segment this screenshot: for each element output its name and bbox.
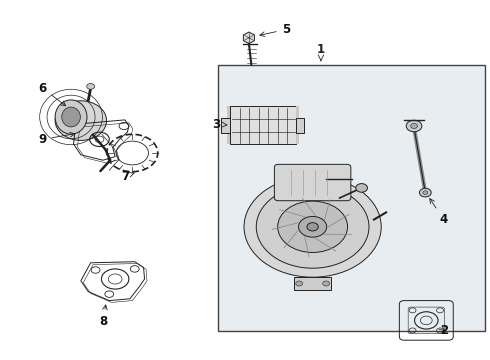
Ellipse shape — [55, 101, 107, 140]
Bar — [294, 277, 331, 290]
Text: 9: 9 — [38, 132, 75, 146]
Text: 6: 6 — [38, 82, 66, 106]
Circle shape — [406, 120, 422, 132]
Text: 4: 4 — [430, 199, 448, 226]
Circle shape — [423, 191, 428, 194]
Text: 2: 2 — [439, 324, 448, 337]
Circle shape — [298, 216, 327, 237]
Circle shape — [296, 281, 303, 286]
Circle shape — [411, 123, 417, 129]
Bar — [296, 118, 304, 133]
Circle shape — [278, 201, 347, 252]
Ellipse shape — [62, 107, 80, 127]
Circle shape — [356, 184, 368, 192]
Text: 3: 3 — [212, 118, 227, 131]
Circle shape — [244, 176, 381, 277]
Bar — [227, 106, 230, 144]
FancyBboxPatch shape — [274, 164, 351, 201]
Bar — [218, 65, 485, 331]
Circle shape — [419, 188, 431, 197]
Bar — [221, 118, 230, 133]
Bar — [296, 106, 299, 144]
Text: 5: 5 — [260, 23, 290, 36]
Circle shape — [87, 84, 95, 89]
Bar — [230, 106, 296, 144]
Circle shape — [307, 222, 318, 231]
Text: 7: 7 — [121, 170, 134, 183]
Circle shape — [322, 281, 329, 286]
Text: 1: 1 — [317, 43, 325, 56]
Ellipse shape — [55, 100, 87, 134]
Text: 8: 8 — [99, 305, 107, 328]
Circle shape — [256, 185, 369, 268]
Polygon shape — [244, 32, 254, 44]
